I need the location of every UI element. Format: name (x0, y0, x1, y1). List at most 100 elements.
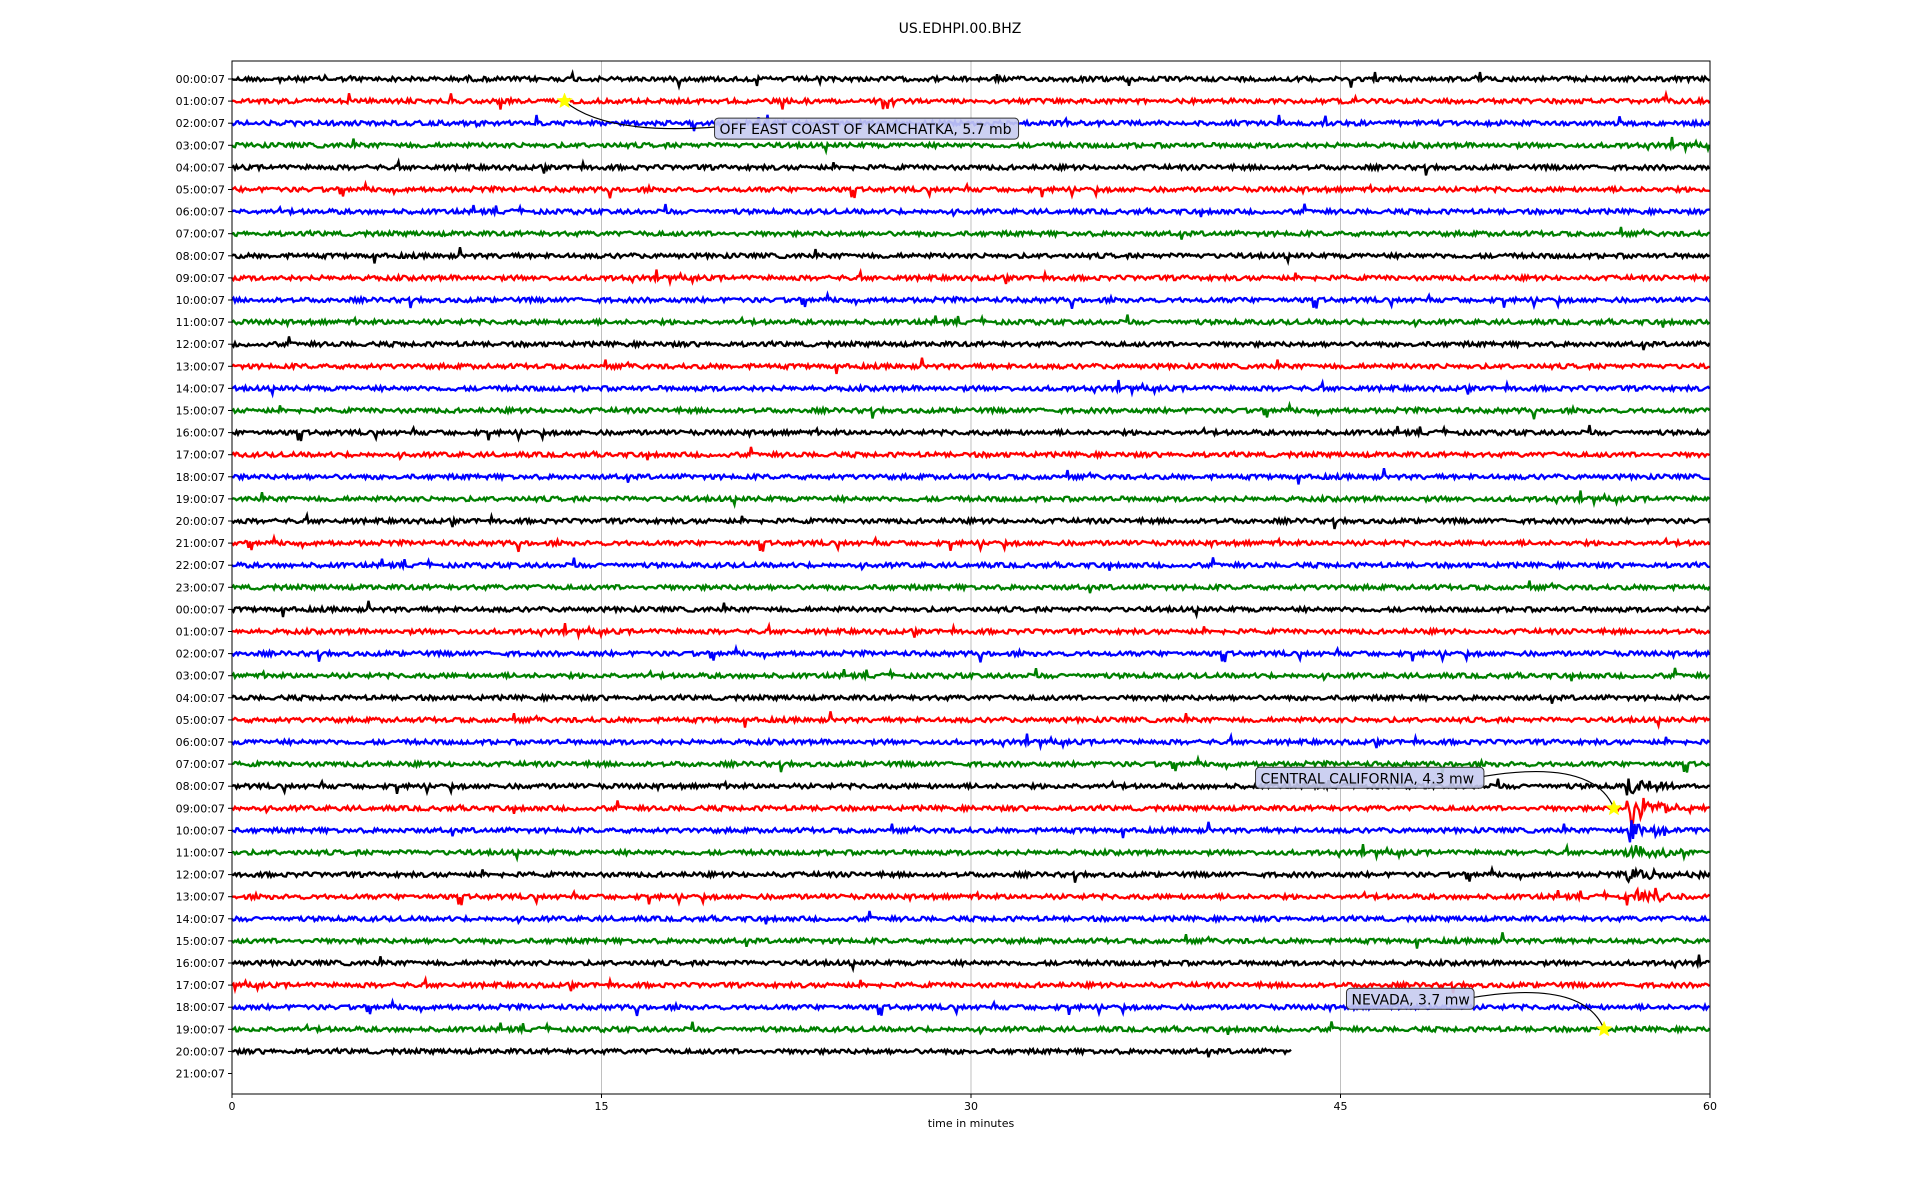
trace-row-7 (231, 226, 1710, 240)
event-connector (1473, 992, 1605, 1030)
trace-row-0 (231, 69, 1711, 91)
x-axis-label: time in minutes (928, 1117, 1015, 1130)
y-tick-label: 12:00:07 (176, 338, 225, 351)
trace-row-25 (231, 621, 1711, 641)
y-tick-label: 05:00:07 (176, 714, 225, 727)
event-connector (564, 100, 715, 130)
y-tick-label: 00:00:07 (176, 603, 225, 616)
trace-row-16 (231, 424, 1711, 443)
x-ticks: 0 15 30 45 60 (229, 1094, 1717, 1113)
y-tick-label: 22:00:07 (176, 559, 225, 572)
y-tick-label: 03:00:07 (176, 670, 225, 683)
y-tick-label: 18:00:07 (176, 471, 225, 484)
y-tick-label: 16:00:07 (176, 427, 225, 440)
trace-row-10 (231, 290, 1711, 311)
y-tick-label: 19:00:07 (176, 493, 225, 506)
y-tick-label: 02:00:07 (176, 117, 225, 130)
trace-row-19 (231, 490, 1711, 510)
y-tick-label: 10:00:07 (176, 294, 225, 307)
event-connector (1483, 771, 1615, 809)
y-tick-label: 11:00:07 (176, 847, 225, 860)
x-tick-label: 15 (595, 1100, 609, 1113)
trace-row-36 (231, 864, 1711, 884)
event-star-marker (1605, 799, 1623, 816)
trace-row-41 (231, 974, 1711, 995)
event-label: CENTRAL CALIFORNIA, 4.3 mw (1261, 771, 1475, 787)
trace-row-13 (231, 357, 1710, 375)
trace-row-43 (231, 1021, 1711, 1036)
trace-row-27 (231, 667, 1711, 682)
traces (231, 69, 1711, 1058)
event-annotations: OFF EAST COAST OF KAMCHATKA, 5.7 mb CENTR… (556, 92, 1623, 1037)
trace-row-22 (231, 557, 1710, 572)
y-tick-label: 00:00:07 (176, 73, 225, 86)
trace-row-20 (231, 510, 1711, 530)
y-tick-label: 14:00:07 (176, 913, 225, 926)
trace-row-12 (231, 336, 1711, 351)
trace-row-11 (231, 313, 1711, 329)
trace-row-35 (231, 842, 1710, 863)
y-ticks: 00:00:07 01:00:07 02:00:07 03:00:07 04:00:07… (176, 73, 232, 1081)
trace-row-3 (231, 136, 1711, 156)
x-tick-label: 0 (229, 1100, 236, 1113)
trace-row-18 (231, 467, 1710, 485)
y-tick-label: 20:00:07 (176, 515, 225, 528)
y-tick-label: 16:00:07 (176, 957, 225, 970)
y-tick-label: 23:00:07 (176, 581, 225, 594)
trace-row-28 (231, 692, 1711, 704)
y-tick-label: 06:00:07 (176, 206, 225, 219)
x-tick-label: 45 (1334, 1100, 1348, 1113)
y-tick-label: 20:00:07 (176, 1045, 225, 1058)
trace-row-5 (231, 179, 1710, 200)
trace-row-29 (231, 711, 1711, 731)
y-tick-label: 21:00:07 (176, 537, 225, 550)
y-tick-label: 12:00:07 (176, 869, 225, 882)
trace-row-37 (232, 886, 1711, 907)
y-tick-label: 17:00:07 (176, 979, 225, 992)
x-tick-label: 30 (964, 1100, 978, 1113)
y-tick-label: 09:00:07 (176, 802, 225, 815)
event-label: NEVADA, 3.7 mw (1351, 992, 1469, 1008)
trace-row-21 (231, 533, 1711, 554)
y-tick-label: 01:00:07 (176, 95, 225, 108)
y-tick-label: 04:00:07 (176, 692, 225, 705)
y-tick-label: 04:00:07 (176, 161, 225, 174)
trace-row-1 (231, 89, 1711, 110)
trace-row-6 (231, 203, 1710, 218)
trace-row-40 (231, 954, 1711, 974)
trace-row-39 (231, 932, 1711, 949)
event-star-marker (556, 92, 573, 109)
y-tick-label: 06:00:07 (176, 736, 225, 749)
y-tick-label: 08:00:07 (176, 250, 225, 263)
trace-row-24 (231, 600, 1711, 620)
y-tick-label: 17:00:07 (176, 449, 225, 462)
trace-row-26 (231, 643, 1711, 664)
chart-title: US.EDHPI.00.BHZ (898, 21, 1022, 37)
y-tick-label: 07:00:07 (176, 758, 225, 771)
trace-row-31 (231, 754, 1711, 774)
y-tick-label: 05:00:07 (176, 184, 225, 197)
trace-row-38 (231, 910, 1710, 926)
y-tick-label: 15:00:07 (176, 935, 225, 948)
y-tick-label: 01:00:07 (176, 626, 225, 639)
trace-row-9 (231, 267, 1711, 288)
event-label-box (1255, 766, 1485, 789)
trace-row-8 (231, 246, 1711, 266)
trace-row-34 (231, 820, 1711, 843)
y-tick-label: 11:00:07 (176, 316, 225, 329)
trace-row-33 (231, 797, 1711, 827)
y-tick-label: 13:00:07 (176, 360, 225, 373)
y-tick-label: 18:00:07 (176, 1001, 225, 1014)
event-label-box (1345, 987, 1475, 1010)
y-tick-label: 02:00:07 (176, 648, 225, 661)
trace-row-14 (231, 378, 1711, 399)
event-label: OFF EAST COAST OF KAMCHATKA, 5.7 mb (720, 122, 1012, 138)
y-tick-label: 15:00:07 (176, 405, 225, 418)
event-label-box (714, 117, 1020, 140)
y-tick-label: 09:00:07 (176, 272, 225, 285)
trace-row-15 (231, 400, 1711, 420)
trace-row-17 (231, 446, 1711, 461)
event-star-marker (1595, 1020, 1613, 1037)
trace-row-30 (231, 731, 1711, 752)
